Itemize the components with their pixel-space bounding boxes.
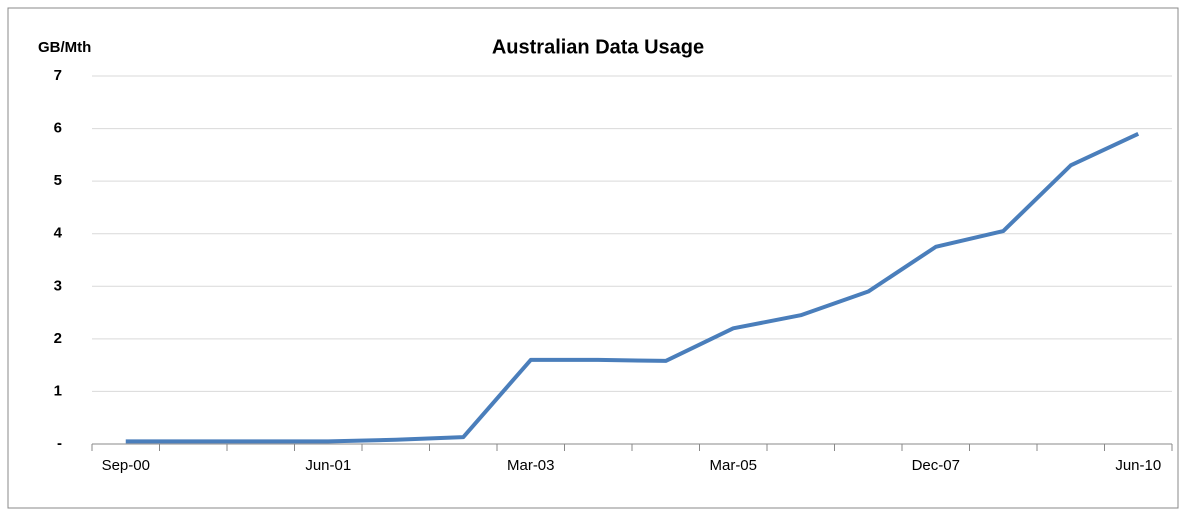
y-tick-label: -: [57, 435, 62, 452]
y-tick-label: 6: [54, 120, 62, 137]
y-tick-label: 7: [54, 67, 62, 84]
x-tick-label: Jun-10: [1115, 457, 1161, 474]
y-axis-label: GB/Mth: [38, 39, 91, 56]
x-tick-label: Sep-00: [102, 457, 150, 474]
x-tick-label: Mar-03: [507, 457, 555, 474]
chart-frame: [7, 7, 1179, 509]
x-tick-label: Jun-01: [305, 457, 351, 474]
y-tick-label: 2: [54, 330, 62, 347]
chart-title: Australian Data Usage: [492, 36, 704, 58]
y-tick-label: 1: [54, 382, 62, 399]
x-tick-label: Dec-07: [912, 457, 960, 474]
y-tick-label: 3: [54, 277, 62, 294]
x-tick-label: Mar-05: [709, 457, 757, 474]
data-line: [125, 132, 1140, 444]
y-tick-label: 5: [54, 172, 62, 189]
y-tick-label: 4: [54, 225, 63, 242]
